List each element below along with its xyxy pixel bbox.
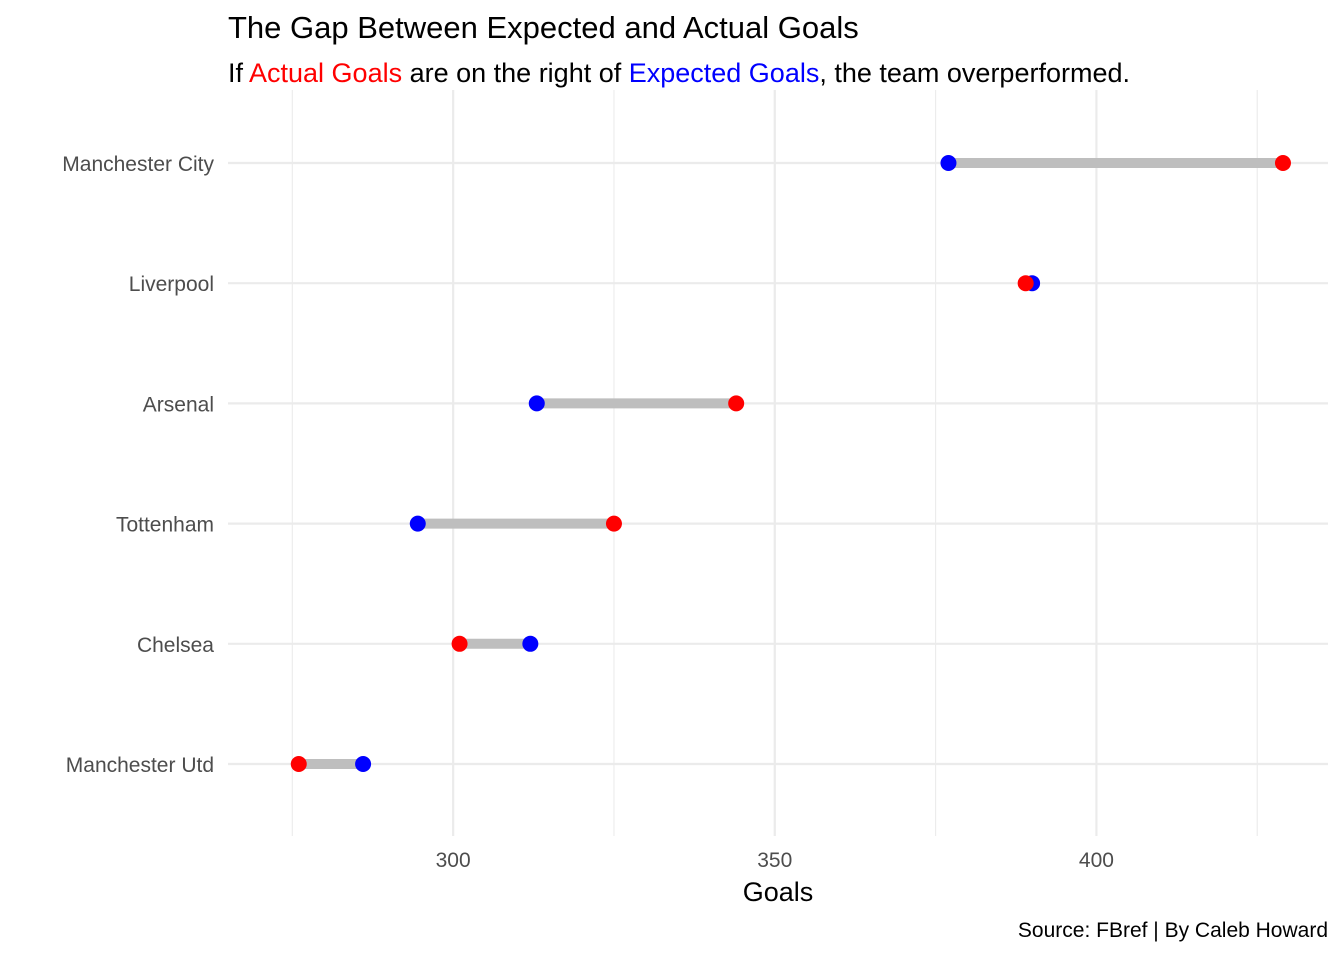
x-tick-label: 400	[1079, 849, 1114, 872]
expected-goals-point	[409, 515, 426, 532]
x-axis-title: Goals	[743, 877, 814, 907]
grid-layer	[228, 90, 1328, 836]
point-layer	[290, 155, 1291, 772]
y-tick-label: Arsenal	[143, 393, 214, 416]
actual-goals-point	[728, 395, 745, 412]
expected-goals-point	[528, 395, 545, 412]
y-tick-label: Chelsea	[137, 634, 214, 657]
subtitle-actual-goals: Actual Goals	[249, 58, 403, 88]
subtitle-expected-goals: Expected Goals	[628, 58, 820, 88]
expected-goals-point	[940, 155, 957, 171]
actual-goals-point	[1274, 155, 1291, 171]
expected-goals-point	[355, 756, 372, 772]
expected-goals-point	[522, 635, 539, 652]
actual-goals-point	[451, 635, 468, 652]
caption: Source: FBref | By Caleb Howard	[1017, 919, 1328, 942]
chart-title: The Gap Between Expected and Actual Goal…	[228, 10, 859, 45]
x-tick-label: 350	[757, 849, 792, 872]
subtitle-middle: are on the right of	[402, 58, 629, 88]
y-tick-label: Liverpool	[129, 273, 214, 296]
x-tick-label: 300	[436, 849, 471, 872]
chart-subtitle: If Actual Goals are on the right of Expe…	[228, 58, 1130, 89]
subtitle-suffix: , the team overperformed.	[819, 58, 1130, 88]
actual-goals-point	[605, 515, 622, 532]
segment-layer	[298, 158, 1283, 769]
label-layer: Manchester City Liverpool Arsenal Tottenham…	[62, 153, 1114, 872]
subtitle-prefix: If	[228, 58, 250, 88]
y-tick-label: Tottenham	[116, 514, 214, 537]
actual-goals-point	[1017, 275, 1034, 292]
y-tick-label: Manchester Utd	[66, 754, 214, 777]
y-tick-label: Manchester City	[62, 153, 214, 176]
actual-goals-point	[290, 756, 307, 772]
